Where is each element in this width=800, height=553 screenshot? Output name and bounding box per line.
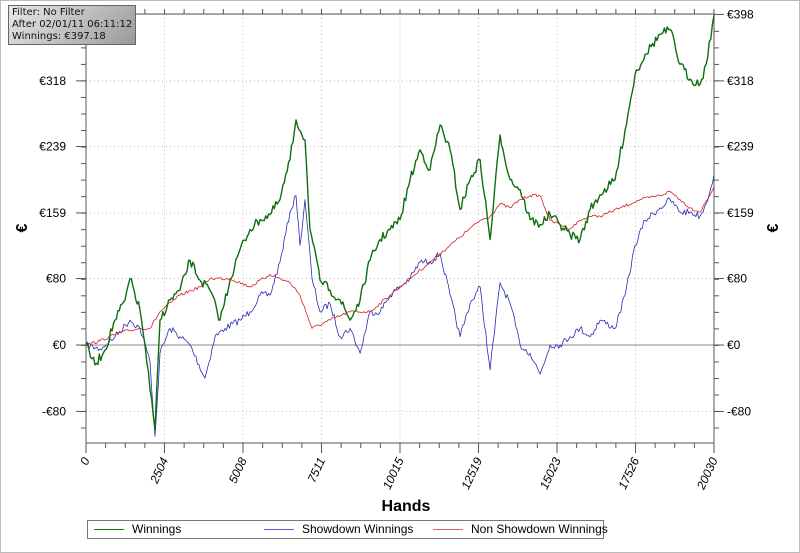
y-tick-label: €0 [53, 338, 67, 352]
after-date-text: After 02/01/11 06:11:12 [12, 19, 133, 30]
x-tick-label: 15023 [537, 455, 564, 491]
y-tick-label: -€80 [42, 404, 66, 418]
x-axis-title: Hands [382, 498, 431, 515]
legend-swatch [94, 528, 124, 530]
x-tick-label: 2504 [147, 455, 172, 486]
series-lines [85, 15, 715, 437]
legend-label: Winnings [132, 522, 182, 536]
legend: Winnings Showdown Winnings Non Showdown … [87, 520, 608, 539]
grid [86, 13, 714, 443]
y-tick-label-right: -€80 [727, 404, 751, 418]
axes: €398 €318 €318 €239 €239 €159 €159 €80 €80 €0 €0 -€… [39, 7, 754, 492]
x-tick-label: 7511 [305, 455, 329, 484]
y-tick-label-right: €0 [727, 338, 741, 352]
y-tick-label-right: €398 [727, 7, 754, 21]
x-tick-label: 17526 [615, 455, 642, 491]
legend-label: Showdown Winnings [302, 522, 414, 536]
x-tick-label: 5008 [226, 455, 250, 485]
winnings-total-text: Winnings: €397.18 [12, 31, 106, 42]
y-axis-title-right: € [765, 223, 782, 232]
legend-swatch [433, 528, 463, 530]
y-tick-label-right: €318 [727, 74, 754, 88]
filter-text: Filter: No Filter [12, 7, 85, 18]
x-tick-label: 10015 [380, 455, 407, 491]
x-tick-label: 12519 [458, 455, 485, 491]
y-tick-label: €239 [39, 139, 66, 153]
legend-swatch [264, 528, 294, 530]
y-tick-label-right: €80 [727, 272, 747, 286]
series-line-non-showdown-winnings [85, 187, 715, 346]
y-tick-label: €80 [46, 272, 66, 286]
x-tick-label: 20030 [694, 455, 721, 492]
y-tick-label-right: €239 [727, 139, 754, 153]
x-tick-label: 0 [77, 455, 93, 467]
series-line-winnings [85, 15, 715, 431]
info-box: Filter: No Filter After 02/01/11 06:11:1… [8, 5, 137, 45]
y-tick-label: €159 [39, 206, 66, 220]
legend-item-non-showdown: Non Showdown Winnings [433, 522, 608, 536]
y-axis-title-left: € [14, 223, 31, 232]
series-line-showdown-winnings [85, 174, 715, 437]
y-tick-label-right: €159 [727, 206, 754, 220]
legend-item-showdown: Showdown Winnings [264, 522, 413, 536]
legend-item-winnings: Winnings [94, 522, 181, 536]
y-tick-label: €318 [39, 74, 66, 88]
legend-label: Non Showdown Winnings [471, 522, 608, 536]
